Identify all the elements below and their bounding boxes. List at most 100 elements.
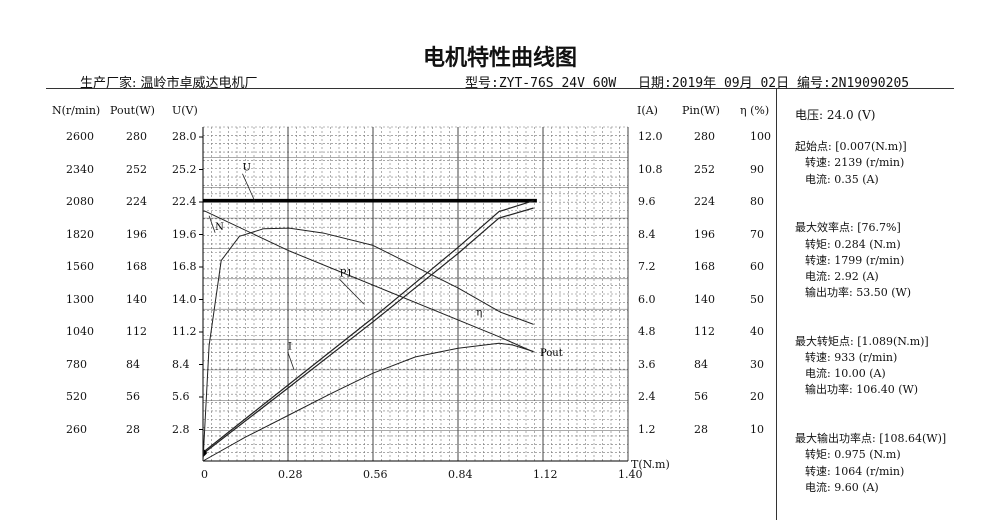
i-tick-label: 8.4 [638, 227, 656, 241]
curve-label-P1-leader [339, 279, 365, 305]
curve-P1 [202, 200, 534, 453]
n-tick-label: 2340 [66, 162, 94, 176]
pin-tick-label: 196 [694, 227, 715, 241]
curve-label-I-leader [287, 352, 295, 371]
voltage-value: 电压: 24.0 (V) [795, 108, 876, 122]
n-tick-label: 780 [66, 357, 87, 371]
max-torque-title: 最大转矩点: [1.089(N.m)] [795, 335, 929, 348]
u-tick-label: 28.0 [172, 130, 197, 143]
i-tick-label: 4.8 [638, 325, 656, 338]
x-tick-label: 1.12 [533, 468, 558, 481]
curve-label-U: U [242, 163, 250, 174]
header-divider [46, 88, 954, 89]
eta-tick-label: 30 [750, 357, 764, 371]
max-eff-speed: 转速: 1799 (r/min) [805, 254, 905, 267]
pout-tick-label: 280 [126, 130, 147, 143]
i-tick-label: 12.0 [638, 130, 663, 143]
eta-axis-header: η (%) [740, 104, 770, 117]
x-tick-label: 0.84 [448, 468, 473, 481]
i-tick-label: 3.6 [638, 357, 656, 371]
x-tick-label: 0.28 [278, 468, 303, 481]
pout-tick-label: 84 [126, 357, 140, 371]
start-point-title: 起始点: [0.007(N.m)] [795, 140, 907, 153]
pout-tick-label: 112 [126, 325, 147, 338]
eta-tick-label: 10 [750, 422, 764, 436]
eta-tick-label: 40 [750, 325, 764, 338]
curve-label-N: N [215, 222, 224, 233]
pin-tick-label: 56 [694, 390, 708, 403]
i-tick-label: 2.4 [638, 390, 656, 403]
max-eff-torque: 转矩: 0.284 (N.m) [805, 238, 901, 251]
pin-tick-label: 168 [694, 260, 715, 273]
pin-tick-label: 224 [694, 195, 715, 208]
curve-Pout [202, 342, 534, 462]
eta-tick-label: 80 [750, 195, 764, 208]
i-tick-label: 6.0 [638, 292, 656, 306]
chart-curves [202, 198, 537, 462]
pout-tick-label: 224 [126, 195, 147, 208]
u-tick-label: 19.6 [172, 227, 197, 241]
n-tick-label: 2600 [66, 130, 94, 143]
date-label: 日期:2019年 09月 02日 [638, 76, 790, 91]
x-tick-label: 0.56 [363, 468, 388, 481]
curve-label-U-leader [242, 173, 255, 201]
pout-axis-header: Pout(W) [110, 104, 155, 117]
pin-tick-label: 252 [694, 162, 715, 176]
pin-axis-header: Pin(W) [682, 104, 720, 117]
max-power-title: 最大输出功率点: [108.64(W)] [795, 432, 947, 445]
u-tick-label: 2.8 [172, 422, 190, 436]
n-tick-label: 1560 [66, 260, 94, 273]
curve-label-P1: P1 [340, 268, 353, 279]
start-point-current: 电流: 0.35 (A) [805, 173, 879, 186]
u-tick-label: 11.2 [172, 325, 197, 338]
u-tick-label: 8.4 [172, 357, 190, 371]
u-tick-label: 16.8 [172, 260, 197, 273]
x-axis-label: T(N.m) [631, 458, 670, 471]
curve-label-I: I [288, 342, 292, 353]
curve-N [202, 210, 534, 353]
curve-label-Pout: Pout [540, 348, 563, 359]
pin-tick-label: 28 [694, 422, 708, 436]
max-torque-current: 电流: 10.00 (A) [805, 367, 886, 380]
eta-tick-label: 60 [750, 260, 764, 273]
i-tick-label: 1.2 [638, 422, 656, 436]
max-power-torque: 转矩: 0.975 (N.m) [805, 448, 901, 461]
max-eff-current: 电流: 2.92 (A) [805, 270, 879, 283]
u-tick-label: 22.4 [172, 195, 197, 208]
i-axis-header: I(A) [637, 104, 658, 117]
maker-label: 生产厂家: 温岭市卓威达电机厂 [80, 76, 258, 91]
u-axis-header: U(V) [172, 104, 198, 117]
pin-tick-label: 140 [694, 292, 715, 306]
pout-tick-label: 168 [126, 260, 147, 273]
eta-tick-label: 100 [750, 130, 771, 143]
n-tick-label: 2080 [66, 195, 94, 208]
pin-tick-label: 280 [694, 130, 715, 143]
n-tick-label: 520 [66, 390, 87, 403]
chart-curve-labels: U N I P1 η Pout [208, 163, 563, 371]
model-label: 型号:ZYT-76S 24V 60W [465, 76, 617, 91]
eta-tick-label: 50 [750, 292, 764, 306]
max-power-speed: 转速: 1064 (r/min) [805, 465, 905, 478]
curve-label-eta: η [476, 307, 482, 318]
start-point-speed: 转速: 2139 (r/min) [805, 156, 905, 169]
x-tick-label: 1.40 [618, 468, 643, 481]
u-tick-label: 14.0 [172, 292, 197, 306]
eta-tick-label: 70 [750, 227, 764, 241]
max-torque-speed: 转速: 933 (r/min) [805, 351, 898, 364]
curve-label-N-leader [208, 215, 216, 233]
max-eff-title: 最大效率点: [76.7%] [795, 221, 901, 234]
n-axis-header: N(r/min) [52, 104, 101, 117]
u-tick-label: 25.2 [172, 162, 197, 176]
page-title: 电机特性曲线图 [422, 46, 577, 71]
panel-divider [776, 88, 777, 520]
n-tick-label: 1820 [66, 227, 94, 241]
pout-tick-label: 28 [126, 422, 140, 436]
eta-tick-label: 90 [750, 162, 764, 176]
i-tick-label: 7.2 [638, 260, 656, 273]
pout-tick-label: 196 [126, 227, 147, 241]
pout-tick-label: 252 [126, 162, 147, 176]
n-tick-label: 1300 [66, 292, 94, 306]
i-tick-label: 9.6 [638, 195, 656, 208]
max-eff-power: 输出功率: 53.50 (W) [805, 286, 912, 299]
